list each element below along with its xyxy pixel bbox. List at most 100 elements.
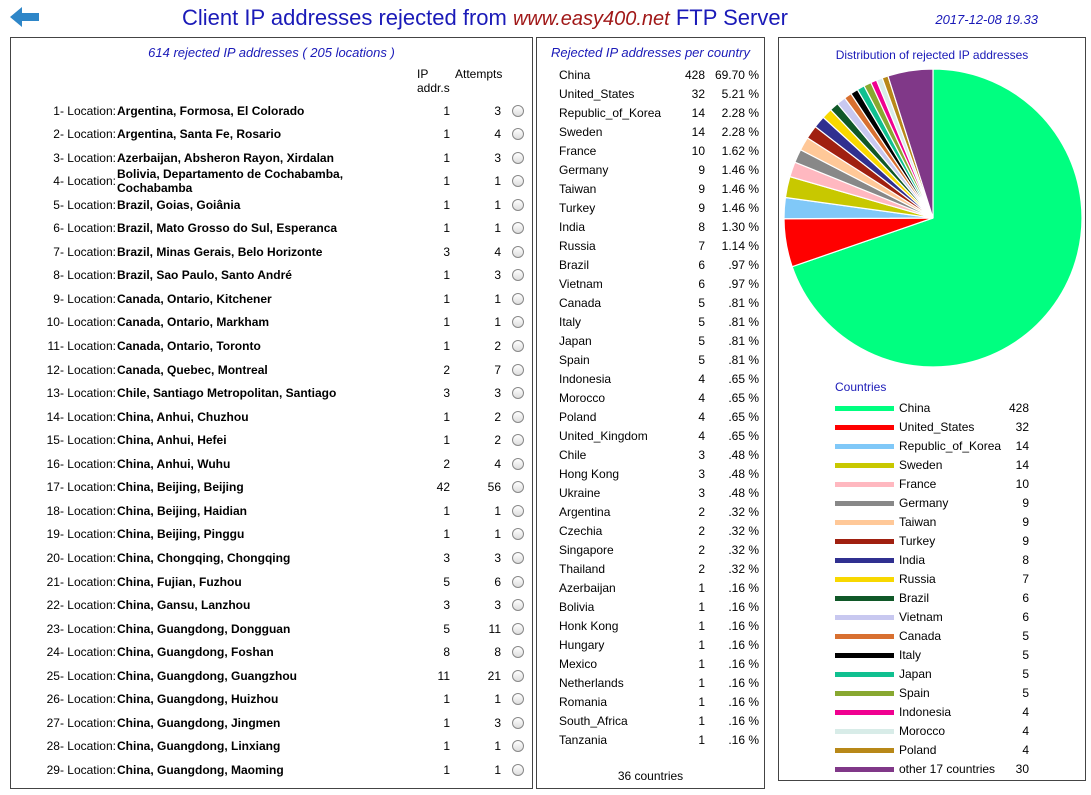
location-radio-button[interactable] bbox=[512, 716, 524, 729]
location-radio-button[interactable] bbox=[512, 387, 524, 400]
location-radio-button[interactable] bbox=[512, 222, 524, 235]
location-radio-button[interactable] bbox=[512, 340, 524, 352]
location-radio-button[interactable] bbox=[512, 599, 524, 612]
location-radio-button[interactable] bbox=[512, 551, 524, 564]
locations-summary: 614 rejected IP addresses ( 205 location… bbox=[148, 45, 395, 60]
legend-swatch bbox=[835, 520, 894, 525]
pie-slice-china bbox=[791, 68, 1083, 368]
country-percent: 2.28 % bbox=[721, 106, 759, 120]
country-percent: .65 % bbox=[728, 391, 759, 405]
country-percent: .97 % bbox=[728, 277, 759, 291]
country-name: Chile bbox=[559, 448, 587, 462]
location-attempts: 1 bbox=[494, 291, 501, 306]
legend-value: 9 bbox=[1022, 515, 1029, 529]
country-row: Netherlands 1 .16 % bbox=[537, 673, 764, 692]
legend-swatch bbox=[835, 653, 894, 658]
legend-item: Vietnam 6 bbox=[779, 608, 1085, 627]
location-number: 23- Location: bbox=[46, 621, 116, 636]
location-radio-button[interactable] bbox=[512, 292, 524, 305]
location-attempts: 1 bbox=[494, 527, 501, 542]
location-radio-button[interactable] bbox=[512, 410, 524, 423]
country-percent: .81 % bbox=[728, 353, 759, 367]
location-radio-button[interactable] bbox=[512, 245, 524, 258]
location-name: Canada, Ontario, Toronto bbox=[117, 339, 261, 353]
location-row: 15- Location: China, Anhui, Hefei 1 2 bbox=[11, 429, 532, 452]
location-name: China, Beijing, Pinggu bbox=[117, 527, 245, 542]
location-radio-button[interactable] bbox=[512, 128, 524, 141]
country-name: Netherlands bbox=[559, 676, 624, 690]
location-attempts: 3 bbox=[494, 386, 501, 401]
location-radio-button[interactable] bbox=[512, 646, 524, 659]
location-ip-count: 1 bbox=[443, 150, 450, 165]
ip-header-line1: IP bbox=[417, 67, 429, 81]
country-percent: 1.30 % bbox=[721, 220, 759, 234]
country-name: Taiwan bbox=[559, 182, 597, 196]
legend-swatch bbox=[835, 463, 894, 468]
location-radio-button[interactable] bbox=[512, 504, 524, 517]
location-name: China, Anhui, Hefei bbox=[117, 433, 227, 448]
location-ip-count: 1 bbox=[443, 197, 450, 212]
location-radio-button[interactable] bbox=[512, 481, 524, 494]
country-percent: .16 % bbox=[728, 657, 759, 671]
location-row: 25- Location: China, Guangdong, Guangzhou… bbox=[11, 664, 532, 687]
legend-item: Germany 9 bbox=[779, 494, 1085, 513]
location-radio-button[interactable] bbox=[512, 316, 524, 329]
country-name: United_Kingdom bbox=[559, 429, 648, 443]
country-name: Turkey bbox=[559, 201, 596, 215]
country-row: Hungary 1 .16 % bbox=[537, 635, 764, 654]
location-radio-button[interactable] bbox=[512, 198, 524, 211]
country-count: 1 bbox=[698, 638, 705, 652]
location-radio-button[interactable] bbox=[512, 175, 524, 188]
back-arrow-icon[interactable] bbox=[10, 6, 40, 28]
location-radio-button[interactable] bbox=[512, 151, 524, 164]
location-radio-button[interactable] bbox=[512, 763, 524, 776]
country-row: Taiwan 9 1.46 % bbox=[537, 179, 764, 198]
location-radio-button[interactable] bbox=[512, 528, 524, 541]
ip-column-header: IP addr.s bbox=[417, 67, 450, 95]
location-radio-button[interactable] bbox=[512, 622, 524, 635]
location-radio-button[interactable] bbox=[512, 104, 524, 117]
location-radio-button[interactable] bbox=[512, 434, 524, 447]
page-header: Client IP addresses rejected from www.ea… bbox=[0, 0, 1091, 36]
location-number: 5- Location: bbox=[53, 197, 116, 212]
ip-header-line2: addr.s bbox=[417, 81, 450, 95]
location-number: 18- Location: bbox=[46, 503, 116, 518]
location-name: China, Anhui, Chuzhou bbox=[117, 409, 249, 424]
location-ip-count: 1 bbox=[443, 291, 450, 306]
location-radio-button[interactable] bbox=[512, 740, 524, 753]
legend-value: 14 bbox=[1015, 439, 1029, 453]
legend-swatch bbox=[835, 501, 894, 506]
country-percent: .65 % bbox=[728, 429, 759, 443]
location-ip-count: 1 bbox=[443, 433, 450, 448]
location-radio-button[interactable] bbox=[512, 693, 524, 706]
location-radio-button[interactable] bbox=[512, 363, 524, 376]
location-radio-button[interactable] bbox=[512, 457, 524, 470]
location-attempts: 1 bbox=[494, 762, 501, 777]
location-number: 8- Location: bbox=[53, 268, 116, 283]
country-percent: 2.28 % bbox=[721, 125, 759, 139]
location-number: 22- Location: bbox=[46, 598, 116, 613]
location-row: 27- Location: China, Guangdong, Jingmen 1 3 bbox=[11, 711, 532, 734]
country-row: Turkey 9 1.46 % bbox=[537, 198, 764, 217]
country-percent: .65 % bbox=[728, 410, 759, 424]
location-ip-count: 3 bbox=[443, 244, 450, 259]
country-name: Honk Kong bbox=[559, 619, 619, 633]
location-radio-button[interactable] bbox=[512, 575, 524, 588]
country-count: 1 bbox=[698, 733, 705, 747]
location-number: 10- Location: bbox=[46, 315, 116, 330]
country-row: Czechia 2 .32 % bbox=[537, 521, 764, 540]
location-attempts: 1 bbox=[494, 692, 501, 707]
legend-value: 6 bbox=[1022, 610, 1029, 624]
location-attempts: 1 bbox=[494, 174, 501, 189]
legend-label: Brazil bbox=[899, 591, 930, 605]
country-count: 2 bbox=[698, 562, 705, 576]
location-radio-button[interactable] bbox=[512, 269, 524, 282]
location-radio-button[interactable] bbox=[512, 669, 524, 682]
country-name: Morocco bbox=[559, 391, 606, 405]
legend-item: Italy 5 bbox=[779, 646, 1085, 665]
location-row: 3- Location: Azerbaijan, Absheron Rayon, … bbox=[11, 146, 532, 169]
page-title: Client IP addresses rejected from www.ea… bbox=[182, 5, 788, 31]
country-row: Indonesia 4 .65 % bbox=[537, 369, 764, 388]
country-count: 2 bbox=[698, 543, 705, 557]
location-number: 27- Location: bbox=[46, 715, 116, 730]
